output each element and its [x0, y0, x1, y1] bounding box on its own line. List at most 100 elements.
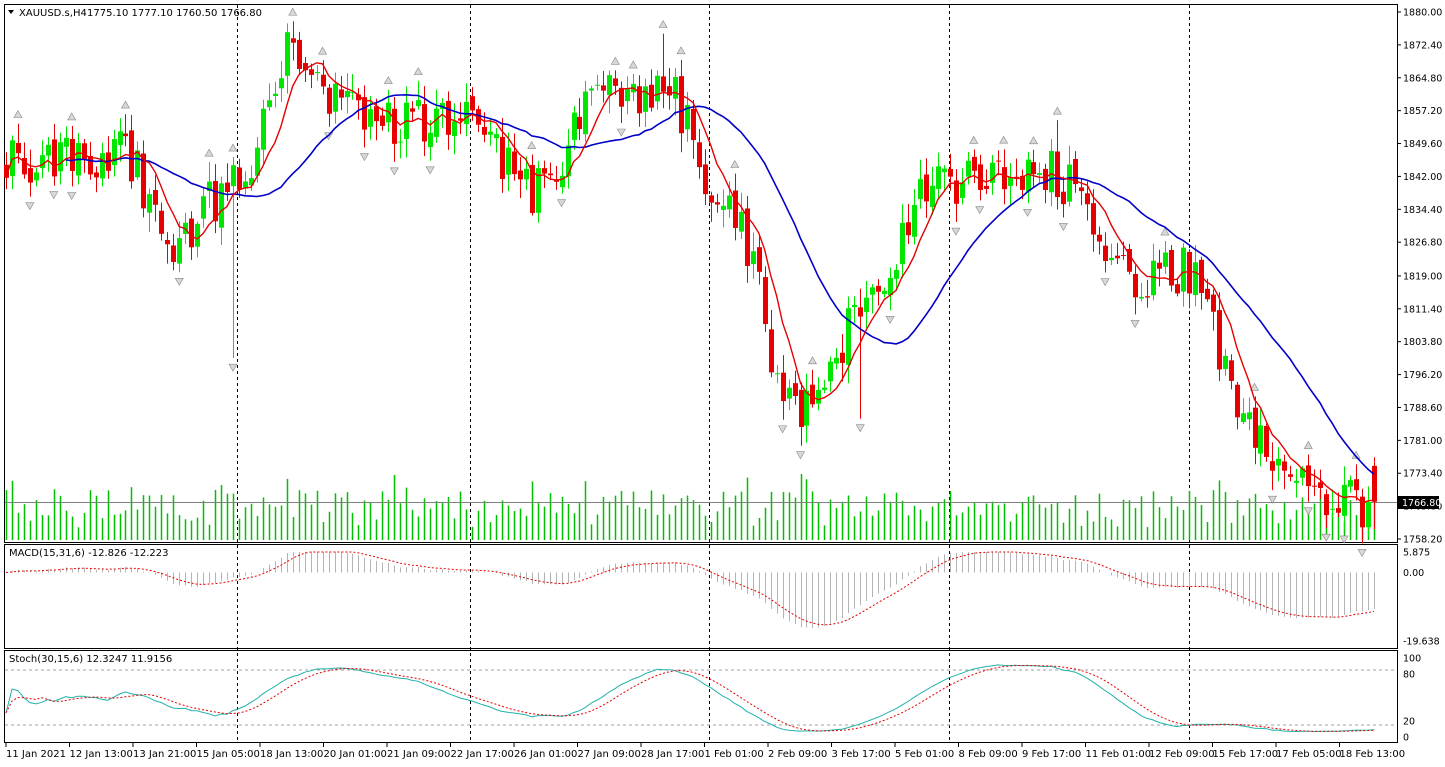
candle-body[interactable] — [518, 170, 523, 180]
candle-body[interactable] — [16, 143, 21, 154]
candle-body[interactable] — [452, 121, 457, 136]
candle-body[interactable] — [1282, 461, 1287, 471]
candle-body[interactable] — [1276, 458, 1281, 466]
candle-body[interactable] — [147, 194, 152, 213]
candle-body[interactable] — [1163, 252, 1168, 267]
candle-body[interactable] — [112, 139, 117, 166]
candle-body[interactable] — [1312, 485, 1317, 487]
candle-body[interactable] — [189, 218, 194, 248]
candle-body[interactable] — [1169, 249, 1174, 286]
candle-body[interactable] — [661, 76, 666, 92]
candle-body[interactable] — [1348, 480, 1353, 487]
candle-body[interactable] — [70, 138, 75, 171]
candle-body[interactable] — [219, 183, 224, 228]
symbol-menu-icon[interactable] — [8, 10, 14, 14]
candle-body[interactable] — [906, 222, 911, 236]
candle-body[interactable] — [100, 153, 105, 179]
candle-body[interactable] — [1127, 249, 1132, 272]
candle-body[interactable] — [464, 101, 469, 124]
candle-body[interactable] — [368, 109, 373, 127]
candle-body[interactable] — [1049, 151, 1054, 193]
candle-body[interactable] — [356, 94, 361, 101]
candle-body[interactable] — [321, 74, 326, 87]
candle-body[interactable] — [583, 91, 588, 135]
candle-body[interactable] — [1073, 159, 1078, 185]
candle-body[interactable] — [548, 173, 553, 176]
candle-body[interactable] — [1253, 407, 1258, 448]
candle-body[interactable] — [398, 141, 403, 143]
candle-body[interactable] — [470, 96, 475, 111]
candle-body[interactable] — [422, 104, 427, 142]
candle-body[interactable] — [500, 136, 505, 179]
candle-body[interactable] — [52, 139, 57, 177]
candle-body[interactable] — [207, 181, 212, 192]
candle-body[interactable] — [625, 88, 630, 102]
candle-body[interactable] — [769, 329, 774, 373]
candle-body[interactable] — [494, 134, 499, 139]
candle-body[interactable] — [673, 77, 678, 99]
candle-body[interactable] — [613, 78, 618, 86]
candle-body[interactable] — [990, 162, 995, 183]
candle-body[interactable] — [536, 168, 541, 213]
candle-body[interactable] — [1300, 468, 1305, 478]
candle-body[interactable] — [4, 164, 9, 178]
candle-body[interactable] — [733, 190, 738, 228]
candle-body[interactable] — [1097, 234, 1102, 242]
candle-body[interactable] — [1229, 360, 1234, 381]
candle-body[interactable] — [996, 160, 1001, 162]
candle-body[interactable] — [28, 168, 33, 183]
candle-body[interactable] — [1145, 296, 1150, 298]
candle-body[interactable] — [1175, 284, 1180, 294]
candle-body[interactable] — [153, 190, 158, 205]
candle-body[interactable] — [1037, 173, 1042, 175]
candle-body[interactable] — [697, 142, 702, 168]
candle-body[interactable] — [912, 205, 917, 237]
candle-body[interactable] — [1354, 479, 1359, 491]
candle-body[interactable] — [948, 168, 953, 177]
candle-body[interactable] — [279, 78, 284, 89]
candle-body[interactable] — [924, 174, 929, 202]
candle-body[interactable] — [94, 172, 99, 178]
candle-body[interactable] — [655, 75, 660, 102]
candle-body[interactable] — [374, 106, 379, 122]
candle-body[interactable] — [954, 180, 959, 204]
candle-body[interactable] — [82, 143, 87, 160]
candle-body[interactable] — [1109, 257, 1114, 261]
candle-body[interactable] — [249, 178, 254, 186]
candle-body[interactable] — [1181, 247, 1186, 292]
candle-body[interactable] — [88, 156, 93, 175]
candle-body[interactable] — [745, 208, 750, 266]
candle-body[interactable] — [506, 147, 511, 175]
candle-body[interactable] — [46, 144, 51, 156]
candle-body[interactable] — [1205, 288, 1210, 300]
candle-body[interactable] — [1223, 355, 1228, 369]
candle-body[interactable] — [804, 390, 809, 426]
candle-body[interactable] — [1061, 191, 1066, 205]
candle-body[interactable] — [930, 185, 935, 208]
candle-body[interactable] — [201, 196, 206, 219]
candle-body[interactable] — [243, 181, 248, 189]
candle-body[interactable] — [123, 133, 128, 137]
candle-body[interactable] — [972, 156, 977, 171]
candle-body[interactable] — [566, 145, 571, 177]
candle-body[interactable] — [1151, 260, 1156, 296]
candle-body[interactable] — [1336, 508, 1341, 513]
candle-body[interactable] — [619, 87, 624, 107]
candle-body[interactable] — [135, 150, 140, 178]
candle-body[interactable] — [255, 147, 260, 176]
candle-body[interactable] — [828, 361, 833, 382]
candle-body[interactable] — [775, 373, 780, 375]
candle-body[interactable] — [793, 383, 798, 397]
candle-body[interactable] — [1085, 193, 1090, 205]
candle-body[interactable] — [303, 63, 308, 71]
candle-body[interactable] — [763, 277, 768, 325]
candle-body[interactable] — [1211, 294, 1216, 312]
candle-body[interactable] — [685, 104, 690, 130]
candle-body[interactable] — [936, 166, 941, 189]
candle-body[interactable] — [846, 308, 851, 365]
candle-body[interactable] — [1288, 474, 1293, 477]
candle-body[interactable] — [1372, 465, 1377, 502]
candle-body[interactable] — [1139, 297, 1144, 299]
candle-body[interactable] — [1133, 273, 1138, 298]
candle-body[interactable] — [870, 287, 875, 295]
